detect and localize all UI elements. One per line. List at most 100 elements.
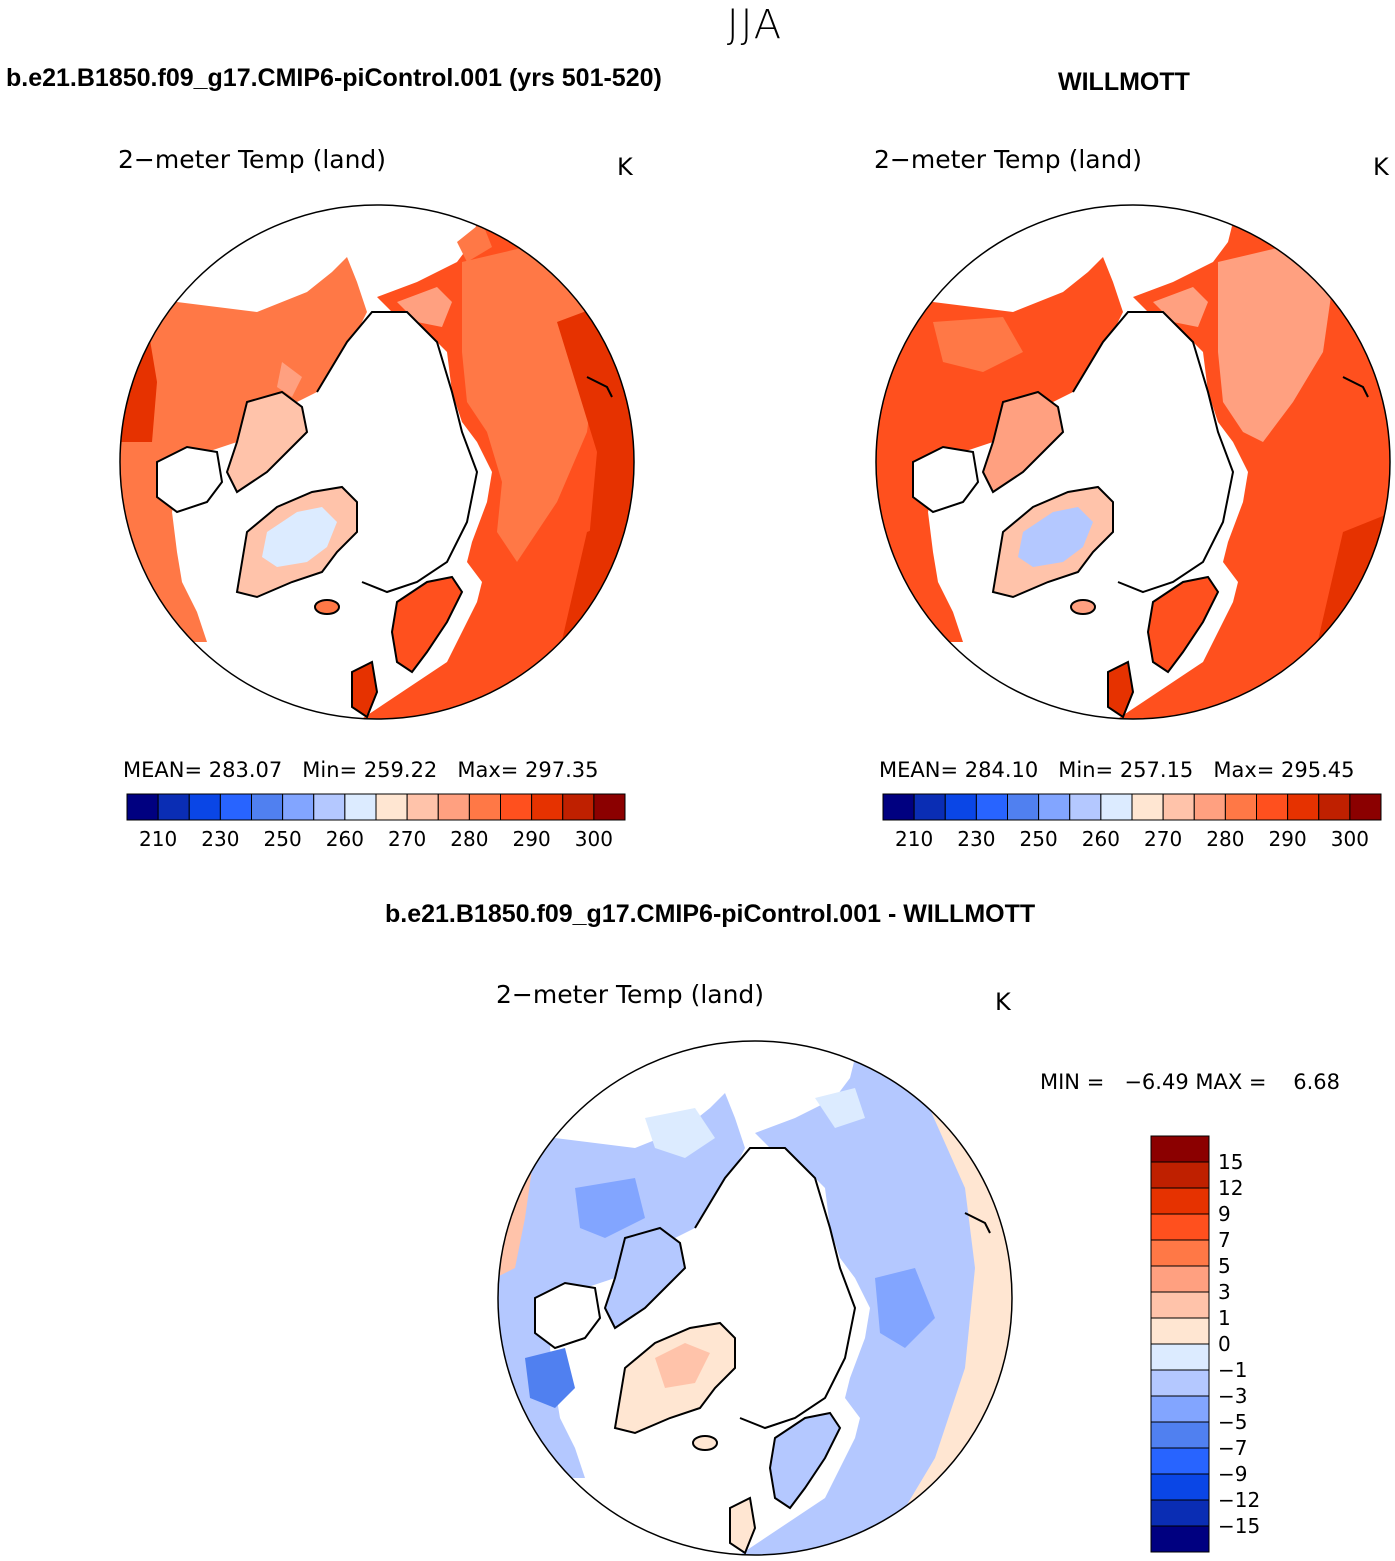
canadian-archipelago bbox=[227, 392, 307, 492]
colorbar-swatch bbox=[500, 793, 533, 821]
model-panel-header: b.e21.B1850.f09_g17.CMIP6-piControl.001 … bbox=[6, 64, 662, 92]
colorbar-swatch bbox=[1150, 1499, 1210, 1527]
arctic-ocean bbox=[317, 312, 477, 592]
iceland-land bbox=[693, 1436, 717, 1450]
colorbar-tick-label: 15 bbox=[1218, 1150, 1243, 1174]
colorbar-tick-label: 260 bbox=[1082, 827, 1120, 851]
colorbar-swatch bbox=[531, 793, 564, 821]
colorbar-swatch bbox=[1150, 1369, 1210, 1397]
model-stats: MEAN= 283.07 Min= 259.22 Max= 297.35 bbox=[123, 758, 599, 782]
colorbar-swatch bbox=[344, 793, 377, 821]
obs-unit-label: K bbox=[1373, 153, 1389, 181]
colorbar-swatch bbox=[1150, 1395, 1210, 1423]
colorbar-tick-label: 0 bbox=[1218, 1332, 1231, 1356]
iceland-land bbox=[315, 600, 339, 614]
colorbar-swatch bbox=[1162, 793, 1195, 821]
colorbar-swatch bbox=[944, 793, 977, 821]
model-colorbar: 210 230 250 260 270 280 290 300 bbox=[126, 793, 626, 851]
colorbar-swatch bbox=[1150, 1187, 1210, 1215]
colorbar-tick-label: 5 bbox=[1218, 1254, 1231, 1278]
colorbar-tick-label: 290 bbox=[1269, 827, 1307, 851]
colorbar-swatch bbox=[1193, 793, 1226, 821]
north-america-land bbox=[876, 257, 1123, 642]
colorbar-swatch bbox=[1150, 1291, 1210, 1319]
model-plot-title: 2−meter Temp (land) bbox=[118, 145, 387, 174]
colorbar-tick-label: 230 bbox=[957, 827, 995, 851]
colorbar-swatch bbox=[313, 793, 346, 821]
diff-unit-label: K bbox=[995, 988, 1011, 1016]
colorbar-tick-label: 250 bbox=[1020, 827, 1058, 851]
colorbar-swatch bbox=[562, 793, 595, 821]
colorbar-swatch bbox=[1150, 1317, 1210, 1345]
colorbar-swatch bbox=[188, 793, 221, 821]
colorbar-tick-label: 270 bbox=[1144, 827, 1182, 851]
colorbar-swatch bbox=[1318, 793, 1351, 821]
scandinavia-land bbox=[1148, 577, 1218, 672]
colorbar-swatch bbox=[282, 793, 315, 821]
colorbar-tick-label: −5 bbox=[1218, 1410, 1247, 1434]
colorbar-tick-label: 230 bbox=[201, 827, 239, 851]
colorbar-swatch bbox=[1038, 793, 1071, 821]
colorbar-tick-label: 260 bbox=[326, 827, 364, 851]
colorbar-tick-label: −12 bbox=[1218, 1488, 1260, 1512]
diff-polar-map bbox=[497, 1040, 1013, 1556]
season-title: JJA bbox=[726, 2, 784, 48]
diff-panel-header: b.e21.B1850.f09_g17.CMIP6-piControl.001 … bbox=[385, 900, 1036, 928]
colorbar-tick-label: 12 bbox=[1218, 1176, 1243, 1200]
colorbar-tick-label: −1 bbox=[1218, 1358, 1247, 1382]
colorbar-tick-label: 3 bbox=[1218, 1280, 1231, 1304]
canadian-archipelago bbox=[605, 1228, 685, 1328]
colorbar-tick-label: 270 bbox=[388, 827, 426, 851]
hudson-bay bbox=[535, 1283, 600, 1348]
scandinavia-land bbox=[770, 1413, 840, 1508]
colorbar-swatch bbox=[468, 793, 501, 821]
hudson-bay bbox=[157, 447, 222, 512]
iceland-land bbox=[1071, 600, 1095, 614]
british-isles-land bbox=[352, 662, 377, 717]
obs-stats: MEAN= 284.10 Min= 257.15 Max= 295.45 bbox=[879, 758, 1355, 782]
colorbar-swatch bbox=[1150, 1343, 1210, 1371]
colorbar-tick-label: 1 bbox=[1218, 1306, 1231, 1330]
canadian-archipelago bbox=[983, 392, 1063, 492]
colorbar-tick-label: −15 bbox=[1218, 1514, 1260, 1538]
colorbar-swatch bbox=[1349, 793, 1382, 821]
colorbar-swatch bbox=[1007, 793, 1040, 821]
obs-panel-header: WILLMOTT bbox=[1058, 68, 1190, 96]
colorbar-swatch bbox=[1131, 793, 1164, 821]
arctic-ocean bbox=[695, 1148, 855, 1428]
colorbar-tick-label: 7 bbox=[1218, 1228, 1231, 1252]
diff-plot-title: 2−meter Temp (land) bbox=[496, 980, 765, 1009]
colorbar-swatch bbox=[593, 793, 626, 821]
scandinavia-land bbox=[392, 577, 462, 672]
colorbar-swatch bbox=[1150, 1135, 1210, 1163]
colorbar-swatch bbox=[1150, 1239, 1210, 1267]
colorbar-swatch bbox=[1150, 1213, 1210, 1241]
colorbar-swatch bbox=[1256, 793, 1289, 821]
diff-minmax: MIN = −6.49 MAX = 6.68 bbox=[1040, 1070, 1340, 1094]
colorbar-swatch bbox=[1150, 1525, 1210, 1553]
colorbar-swatch bbox=[1069, 793, 1102, 821]
colorbar-tick-label: −9 bbox=[1218, 1462, 1247, 1486]
obs-polar-map bbox=[875, 204, 1391, 720]
colorbar-tick-label: −7 bbox=[1218, 1436, 1247, 1460]
north-america-land bbox=[498, 1093, 745, 1478]
colorbar-swatch bbox=[157, 793, 190, 821]
colorbar-swatch bbox=[437, 793, 470, 821]
colorbar-tick-label: 9 bbox=[1218, 1202, 1231, 1226]
obs-colorbar: 210 230 250 260 270 280 290 300 bbox=[882, 793, 1382, 851]
colorbar-swatch bbox=[1150, 1447, 1210, 1475]
colorbar-swatch bbox=[375, 793, 408, 821]
colorbar-swatch bbox=[406, 793, 439, 821]
obs-plot-title: 2−meter Temp (land) bbox=[874, 145, 1143, 174]
colorbar-tick-label: 280 bbox=[450, 827, 488, 851]
north-america-land bbox=[120, 257, 367, 642]
colorbar-swatch bbox=[882, 793, 915, 821]
colorbar-swatch bbox=[913, 793, 946, 821]
colorbar-tick-label: 210 bbox=[895, 827, 933, 851]
colorbar-swatch bbox=[975, 793, 1008, 821]
colorbar-swatch bbox=[1150, 1265, 1210, 1293]
colorbar-tick-label: 290 bbox=[513, 827, 551, 851]
colorbar-swatch bbox=[1150, 1161, 1210, 1189]
colorbar-swatch bbox=[126, 793, 159, 821]
